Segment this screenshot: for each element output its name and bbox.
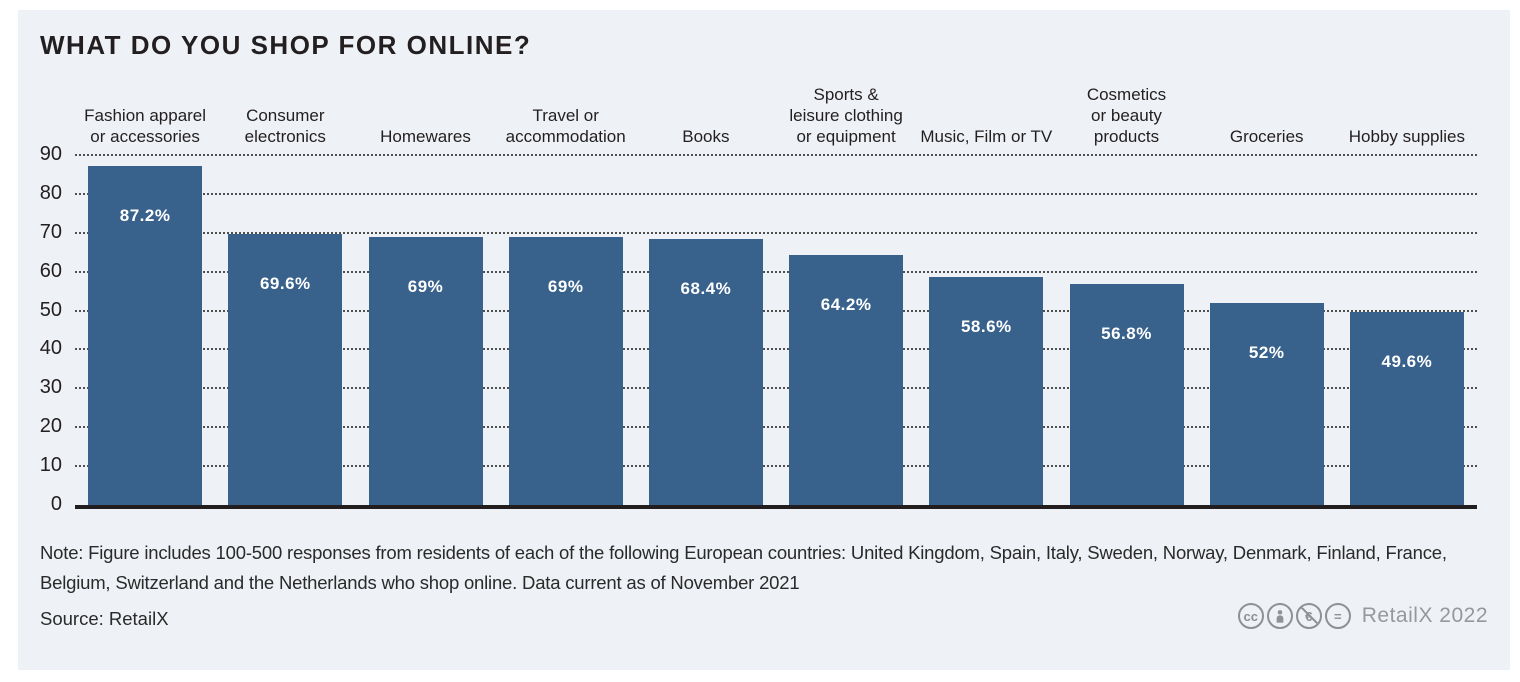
bar: [368, 236, 483, 505]
no-commercial-euro-icon: €: [1295, 603, 1322, 629]
chart-title: WHAT DO YOU SHOP FOR ONLINE?: [40, 30, 532, 60]
grid-line: [75, 192, 1477, 195]
y-tick-label: 0: [50, 493, 62, 515]
category-label: Sports & leisure clothing or equipment: [789, 85, 903, 146]
bar-chart: 0 10 20 30 40 50 60 70 80 90 87.2% 69.6% 69% 69% 68.4%…: [18, 10, 1510, 670]
grid-line: [75, 231, 1477, 234]
grid-line: [75, 426, 1477, 429]
chart-panel: WHAT DO YOU SHOP FOR ONLINE? 0 10 20 30 40 50…: [18, 10, 1510, 670]
bar: [789, 255, 904, 505]
category-label: Books: [682, 127, 730, 146]
bar-value-label: 56.8%: [1101, 324, 1152, 344]
bar: [648, 239, 763, 505]
bar: [508, 236, 623, 505]
note-text: Note: Figure includes 100-500 responses …: [40, 542, 1447, 593]
bar: [88, 165, 203, 505]
x-axis-line: [75, 505, 1477, 509]
grid-line: [75, 270, 1477, 273]
bar-value-label: 52%: [1248, 342, 1285, 362]
y-tick-label: 60: [39, 259, 62, 282]
y-tick-label: 90: [39, 143, 62, 165]
y-tick-label: 40: [39, 337, 62, 360]
category-label: Cosmetics or beauty products: [1086, 85, 1167, 146]
bar-value-label: 69%: [547, 276, 584, 296]
bar: [1069, 284, 1184, 505]
y-tick-label: 80: [39, 181, 62, 204]
category-label: Fashion apparel or accessories: [84, 106, 207, 146]
y-tick-label: 20: [39, 415, 62, 438]
license-area: cc € = RetailX 2022: [1237, 602, 1488, 630]
attribution-person-icon: [1266, 603, 1293, 629]
grid-line: [75, 465, 1477, 468]
y-tick-label: 70: [39, 220, 62, 243]
category-label: Travel or accommodation: [505, 106, 626, 146]
bar-value-label: 64.2%: [820, 295, 872, 315]
brand-text: RetailX 2022: [1361, 604, 1488, 627]
category-label: Homewares: [380, 127, 471, 146]
bar: [228, 234, 343, 505]
category-label: Music, Film or TV: [920, 127, 1053, 146]
source-text: Source: RetailX: [40, 608, 169, 629]
grid-line: [75, 309, 1477, 312]
category-label: Hobby supplies: [1348, 127, 1466, 146]
y-tick-label: 50: [39, 298, 62, 321]
cc-icon: cc: [1237, 603, 1264, 629]
bar-value-label: 69.6%: [259, 274, 311, 294]
category-label: Groceries: [1229, 127, 1304, 146]
bar-value-label: 87.2%: [119, 205, 171, 225]
y-tick-label: 10: [39, 454, 62, 477]
bar-value-label: 58.6%: [960, 317, 1012, 337]
y-tick-label: 30: [39, 376, 62, 399]
bar-value-label: 49.6%: [1381, 352, 1433, 372]
bar-value-label: 68.4%: [680, 279, 732, 298]
person-glyph: [1276, 610, 1284, 623]
equals-icon: =: [1324, 603, 1351, 629]
bar-value-label: 69%: [407, 276, 444, 296]
bar: [1349, 312, 1464, 505]
bar: [1209, 302, 1324, 505]
grid-line: [75, 348, 1477, 351]
grid-line: [75, 154, 1477, 156]
category-label: Consumer electronics: [244, 106, 326, 146]
grid-line: [75, 387, 1477, 390]
bar: [929, 277, 1044, 505]
